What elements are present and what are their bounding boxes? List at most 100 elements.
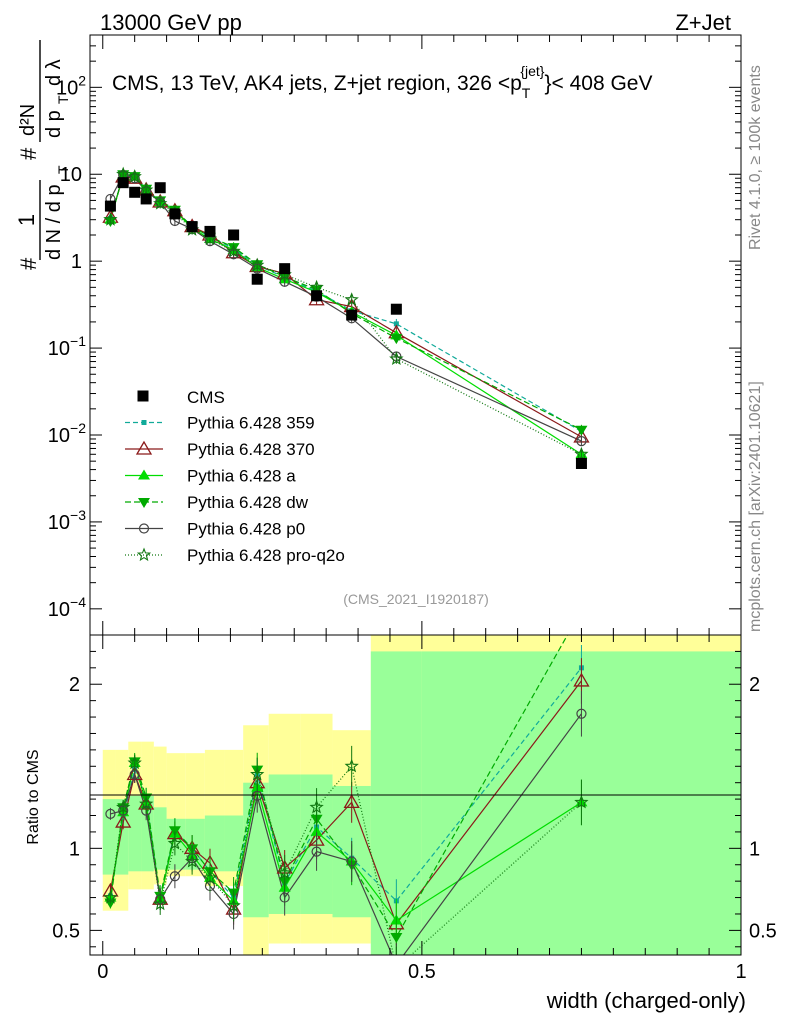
cms-point-1 [117, 177, 129, 189]
ratio-point-s4-12 [346, 856, 357, 867]
x-tick-label-1: 0.5 [408, 961, 436, 983]
ratio-point-s5-13 [391, 962, 403, 973]
ratio-point-s5-2 [127, 755, 142, 770]
cms-point-12 [346, 309, 358, 321]
ylabel-dpt: d p [43, 110, 65, 138]
main-point-s4-14 [576, 436, 587, 447]
mcplots-label: mcplots.cern.ch [arXiv:2401.10621] [747, 381, 764, 632]
ratio-point-s5-5 [167, 835, 183, 850]
legend-label-0: Pythia 6.428 359 [187, 414, 315, 433]
y-tick-label-3: 10−1 [48, 333, 86, 360]
legend-marker-cms [137, 390, 149, 402]
ratio-point-s4-0 [105, 808, 116, 819]
band-green-2 [128, 795, 142, 872]
ratio-point-s4-10 [279, 892, 290, 903]
ylabel-hash-2: # [16, 147, 41, 160]
main-point-s3-13 [390, 334, 403, 345]
y-tick-label-1: 10 [60, 164, 82, 186]
main-line-series-3 [109, 173, 582, 431]
y-tick-label-0: 102 [56, 72, 86, 99]
analysis-id: (CMS_2021_I1920187) [343, 591, 489, 607]
ylabel-t-sub-1: T [55, 165, 71, 174]
ylabel-d2n: d²N [17, 104, 39, 136]
ratio-point-s5-8 [226, 898, 241, 912]
main-point-s5-2 [127, 169, 142, 183]
ratio-point-s5-9 [250, 766, 265, 781]
legend-entry-4: Pythia 6.428 p0 [125, 520, 305, 539]
cms-point-14 [575, 458, 587, 470]
ratio-point-s4-5 [169, 871, 180, 882]
cms-point-4 [154, 182, 166, 194]
legend-marker-0 [141, 420, 147, 425]
cms-point-5 [169, 208, 181, 220]
ratio-tick-label-left-0: 0.5 [52, 920, 80, 942]
ratio-point-s5-6 [184, 853, 200, 868]
cms-point-6 [186, 221, 198, 233]
legend-label-1: Pythia 6.428 370 [187, 440, 315, 459]
cms-point-13 [390, 303, 402, 315]
ratio-point-s3-5 [168, 826, 181, 837]
y-tick-label-4: 10−2 [48, 420, 86, 447]
ratio-point-s5-0 [103, 890, 118, 904]
ratio-markers [102, 606, 590, 973]
legend-marker-5 [136, 547, 152, 562]
ratio-point-s5-10 [277, 865, 292, 880]
cms-point-11 [311, 290, 323, 302]
legend-label-cms: CMS [187, 388, 225, 407]
cms-point-2 [129, 186, 141, 198]
main-point-s5-4 [153, 196, 168, 210]
ratio-point-s1-1 [115, 813, 132, 828]
axis-ticks [90, 34, 742, 955]
band-green-8 [224, 815, 244, 872]
ratio-tick-label-left-2: 2 [69, 674, 80, 696]
legend: CMS Pythia 6.428 359 Pythia 6.428 370 Pythi… [125, 388, 345, 565]
legend-entry-cms: CMS [137, 388, 225, 407]
ratio-point-s3-14 [575, 606, 587, 616]
ratio-point-s3-13 [390, 932, 403, 943]
legend-entry-5: Pythia 6.428 pro-q2o [125, 546, 345, 565]
main-point-s5-14 [574, 446, 589, 461]
ratio-point-s5-12 [344, 758, 359, 773]
main-point-s5-0 [103, 212, 118, 226]
main-point-s0-13 [393, 321, 399, 327]
legend-label-2: Pythia 6.428 a [187, 467, 296, 486]
legend-label-5: Pythia 6.428 pro-q2o [187, 546, 345, 565]
main-point-s5-11 [309, 279, 324, 294]
main-point-s5-9 [250, 257, 265, 272]
ratio-point-s4-13 [392, 960, 401, 969]
ratio-point-s4-14 [576, 708, 587, 719]
ylabel-one: 1 [14, 214, 39, 226]
ratio-point-s5-14 [574, 794, 589, 809]
legend-entry-0: Pythia 6.428 359 [125, 414, 315, 433]
x-tick-label-0: 0 [97, 961, 108, 983]
cms-point-3 [140, 193, 152, 205]
cms-point-0 [104, 200, 116, 212]
ratio-y-axis-label: Ratio to CMS [25, 749, 42, 844]
x-axis-label: width (charged-only) [546, 988, 746, 1013]
ratio-point-s1-14 [573, 672, 590, 687]
main-markers [102, 166, 590, 470]
ylabel-dl: d λ [43, 59, 65, 86]
chart-title: CMS, 13 TeV, AK4 jets, Z+jet region, 326… [112, 63, 652, 101]
main-point-s5-8 [226, 243, 241, 258]
main-point-s5-3 [139, 182, 154, 197]
ratio-point-s4-11 [311, 846, 322, 857]
legend-entry-2: Pythia 6.428 a [125, 467, 296, 486]
ratio-tick-label-right-2: 2 [749, 674, 760, 696]
ratio-tick-label-left-1: 1 [69, 838, 80, 860]
header-left: 13000 GeV pp [100, 10, 242, 35]
cms-point-8 [228, 229, 240, 241]
ratio-tick-label-right-0: 0.5 [749, 920, 777, 942]
main-point-s5-12 [344, 292, 359, 306]
main-y-axis-label: # 1 d N / d p T # d²N d p T d λ [14, 40, 71, 270]
ratio-point-s5-4 [153, 896, 168, 911]
band-green-4 [153, 807, 167, 870]
cms-point-9 [251, 273, 263, 285]
legend-marker-3 [138, 498, 150, 508]
legend-label-4: Pythia 6.428 p0 [187, 520, 305, 539]
main-point-s5-7 [202, 231, 218, 245]
main-panel-frame [89, 34, 742, 636]
legend-marker-1 [135, 440, 153, 455]
